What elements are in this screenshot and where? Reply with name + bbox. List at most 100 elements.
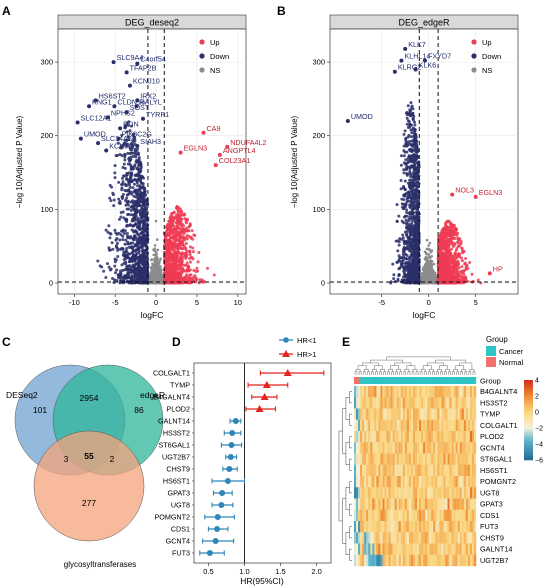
point-down	[397, 258, 401, 262]
panel-letter-e: E	[342, 335, 350, 349]
point-up	[174, 244, 178, 248]
point-down	[411, 188, 415, 192]
point-up	[169, 227, 173, 231]
point-down	[395, 260, 399, 264]
point-up	[189, 273, 193, 277]
point-down	[118, 153, 122, 157]
point-down	[139, 259, 143, 263]
point-down	[143, 189, 147, 193]
point-down	[113, 264, 117, 268]
point-down	[125, 193, 129, 197]
point-ns	[157, 269, 161, 273]
point-up	[171, 270, 175, 274]
point-down	[141, 201, 145, 205]
point-down	[405, 210, 409, 214]
gene-label: DDN	[123, 119, 139, 128]
point-down	[135, 273, 139, 277]
point-down	[136, 260, 140, 264]
point-up	[192, 233, 196, 237]
point-up	[178, 235, 182, 239]
point-down	[410, 131, 414, 135]
point-down	[136, 203, 140, 207]
point-ns	[430, 255, 434, 258]
point-down	[102, 269, 106, 273]
point-down	[402, 161, 406, 165]
gene-label: SIAH3	[140, 137, 161, 146]
point-ns	[154, 269, 157, 273]
point-down	[415, 227, 419, 231]
x-tick-label: 0	[154, 298, 158, 307]
point-down	[139, 199, 143, 203]
y-tick-label: 0	[49, 278, 53, 287]
point-ns	[427, 263, 431, 267]
point-down	[133, 212, 137, 216]
point-down	[401, 233, 405, 237]
point-ns	[153, 264, 157, 268]
point-down	[133, 201, 137, 205]
point-down	[400, 202, 404, 206]
legend-label: NS	[210, 66, 220, 75]
point-down	[136, 184, 140, 188]
point-down	[116, 254, 120, 258]
point-up	[178, 271, 182, 275]
point-down	[127, 189, 131, 193]
legend-label: Up	[210, 38, 220, 47]
point-down	[126, 270, 130, 274]
point-ns	[432, 262, 436, 266]
point-up	[196, 260, 200, 264]
point-ns	[155, 238, 159, 241]
point-up	[169, 263, 173, 267]
point-down	[126, 240, 130, 244]
point-down	[413, 195, 417, 199]
point-down	[144, 259, 148, 263]
point-down	[136, 256, 140, 260]
point-down	[128, 252, 132, 256]
gene-label: KNG1	[92, 97, 112, 106]
point-ns	[153, 281, 156, 285]
point-down	[401, 185, 405, 189]
point-down	[412, 167, 416, 171]
point-down	[397, 214, 401, 218]
point-down	[399, 163, 403, 167]
point-down	[143, 187, 147, 191]
point-down	[398, 266, 402, 270]
point-up	[181, 213, 185, 217]
point-up	[183, 217, 187, 221]
point-down	[405, 167, 409, 171]
point-down	[116, 141, 120, 145]
point-up	[178, 213, 182, 217]
point-up	[187, 281, 191, 285]
point-down	[120, 182, 124, 186]
point-down	[126, 268, 130, 272]
point-down	[113, 164, 117, 168]
point-down	[120, 263, 124, 267]
point-down	[410, 221, 414, 225]
gene-label: TYRP1	[146, 110, 169, 119]
point-up	[186, 229, 190, 233]
point-ns	[149, 276, 152, 280]
point-down	[135, 181, 139, 185]
point-up	[164, 234, 168, 238]
point-down	[125, 177, 129, 181]
point-up	[184, 253, 188, 257]
point-down	[113, 278, 117, 282]
point-down	[108, 236, 112, 240]
point-down	[132, 268, 136, 272]
point-up	[169, 236, 173, 240]
point-down	[130, 270, 134, 274]
point-up	[180, 259, 184, 263]
point-down	[411, 171, 415, 175]
point-down	[145, 271, 149, 275]
point-down	[403, 266, 407, 270]
legend-label: Down	[210, 52, 229, 61]
point-down	[113, 171, 117, 175]
point-down	[115, 241, 119, 245]
point-down	[123, 232, 127, 236]
point-ns	[153, 247, 156, 251]
point-down	[126, 203, 130, 207]
point-down	[110, 241, 114, 245]
point-down	[409, 101, 413, 105]
volcano-plot-edger: DEG_edgeR KLK7KLHL14FXYD7KLK6KLRG2UMODNO…	[290, 14, 519, 320]
point-up	[191, 276, 195, 280]
x-tick-label: -5	[112, 298, 119, 307]
